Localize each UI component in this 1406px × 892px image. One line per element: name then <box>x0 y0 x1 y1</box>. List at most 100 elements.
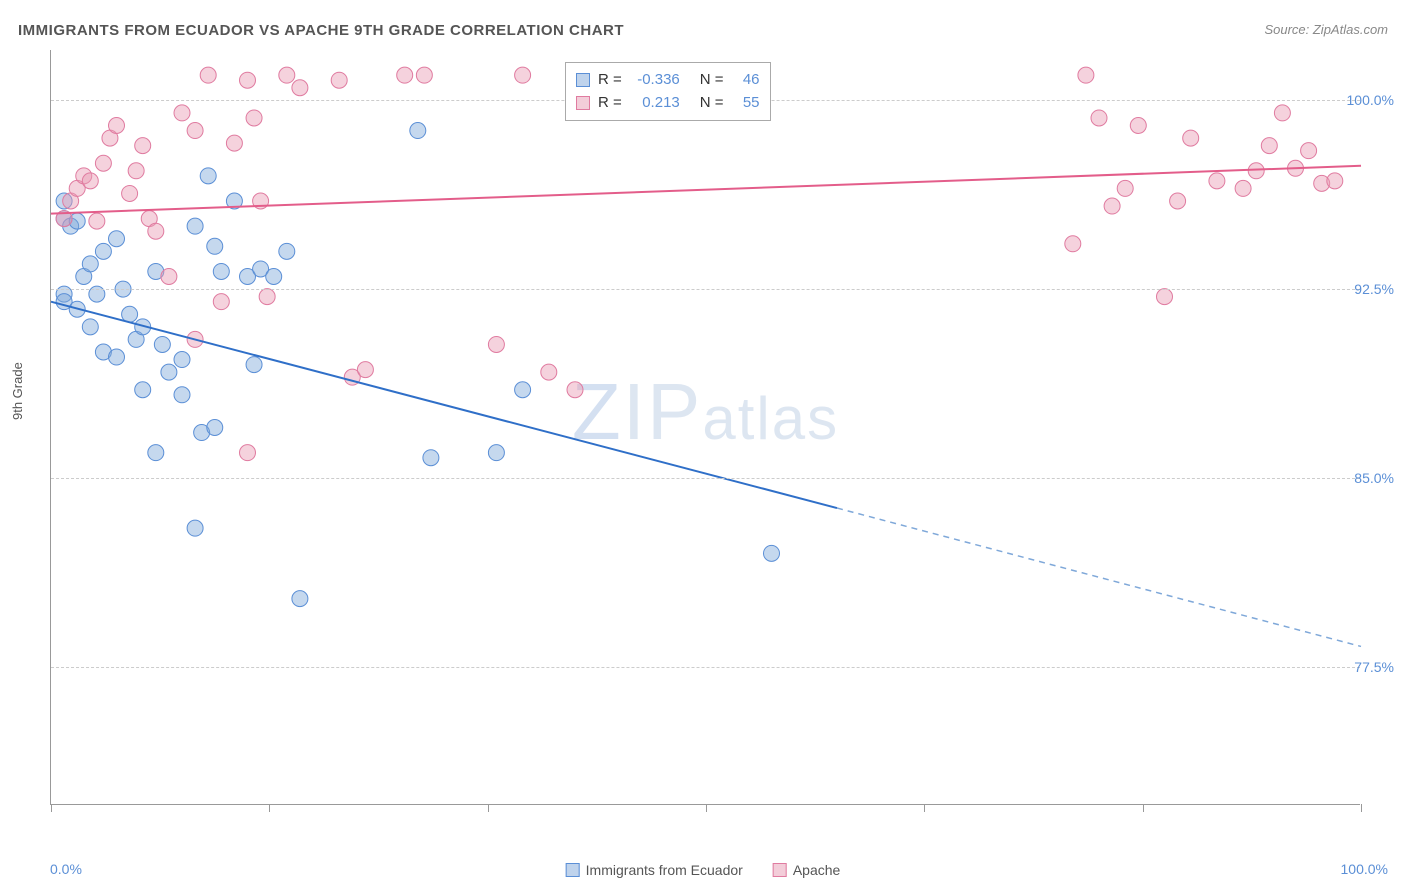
data-point <box>187 218 203 234</box>
data-point <box>82 173 98 189</box>
data-point <box>82 256 98 272</box>
x-tick-right: 100.0% <box>1341 861 1388 877</box>
data-point <box>135 138 151 154</box>
n-value: 46 <box>732 69 760 92</box>
data-point <box>135 382 151 398</box>
data-point <box>397 67 413 83</box>
data-point <box>1235 180 1251 196</box>
x-tick-left: 0.0% <box>50 861 82 877</box>
r-label: R = <box>598 69 622 92</box>
data-point <box>1170 193 1186 209</box>
data-point <box>246 110 262 126</box>
data-point <box>1117 180 1133 196</box>
data-point <box>226 135 242 151</box>
legend-swatch <box>566 863 580 877</box>
data-point <box>128 163 144 179</box>
data-point <box>410 123 426 139</box>
legend-label: Apache <box>793 862 840 878</box>
data-point <box>1301 143 1317 159</box>
data-point <box>279 243 295 259</box>
chart-title: IMMIGRANTS FROM ECUADOR VS APACHE 9TH GR… <box>18 22 624 39</box>
data-point <box>331 72 347 88</box>
x-tick-mark <box>488 804 489 812</box>
plot-area: ZIPatlas <box>50 50 1360 805</box>
data-point <box>423 450 439 466</box>
data-point <box>1091 110 1107 126</box>
data-point <box>161 364 177 380</box>
x-tick-mark <box>51 804 52 812</box>
x-tick-mark <box>706 804 707 812</box>
n-value: 55 <box>732 92 760 115</box>
data-point <box>764 545 780 561</box>
data-point <box>1261 138 1277 154</box>
data-point <box>515 382 531 398</box>
x-tick-mark <box>924 804 925 812</box>
n-label: N = <box>700 92 724 115</box>
data-point <box>109 118 125 134</box>
stat-swatch <box>576 73 590 87</box>
legend-bottom: Immigrants from Ecuador Apache <box>566 862 841 878</box>
n-label: N = <box>700 69 724 92</box>
data-point <box>1078 67 1094 83</box>
legend-item: Apache <box>773 862 840 878</box>
data-point <box>95 243 111 259</box>
data-point <box>213 263 229 279</box>
data-point <box>187 123 203 139</box>
data-point <box>174 352 190 368</box>
y-tick-label: 85.0% <box>1354 470 1394 486</box>
data-point <box>122 185 138 201</box>
r-label: R = <box>598 92 622 115</box>
y-tick-label: 92.5% <box>1354 281 1394 297</box>
data-point <box>240 72 256 88</box>
legend-label: Immigrants from Ecuador <box>586 862 743 878</box>
data-point <box>174 387 190 403</box>
data-point <box>89 213 105 229</box>
correlation-stat-box: R = -0.336 N = 46 R = 0.213 N = 55 <box>565 62 771 121</box>
data-point <box>213 294 229 310</box>
data-point <box>109 231 125 247</box>
data-point <box>292 80 308 96</box>
data-point <box>292 591 308 607</box>
data-point <box>200 67 216 83</box>
data-point <box>266 269 282 285</box>
data-point <box>357 362 373 378</box>
data-point <box>416 67 432 83</box>
data-point <box>1065 236 1081 252</box>
data-point <box>161 269 177 285</box>
x-tick-mark <box>269 804 270 812</box>
data-point <box>541 364 557 380</box>
data-point <box>187 520 203 536</box>
stat-row: R = -0.336 N = 46 <box>576 69 760 92</box>
data-point <box>1209 173 1225 189</box>
data-point <box>200 168 216 184</box>
source-label: Source: ZipAtlas.com <box>1264 22 1388 37</box>
data-point <box>246 357 262 373</box>
data-point <box>259 289 275 305</box>
trendline-extrapolated <box>837 508 1361 646</box>
data-point <box>109 349 125 365</box>
data-point <box>1104 198 1120 214</box>
data-point <box>279 67 295 83</box>
data-point <box>95 155 111 171</box>
data-point <box>148 445 164 461</box>
y-tick-label: 100.0% <box>1347 92 1394 108</box>
data-point <box>1248 163 1264 179</box>
x-tick-mark <box>1361 804 1362 812</box>
x-tick-mark <box>1143 804 1144 812</box>
data-point <box>1327 173 1343 189</box>
data-point <box>1130 118 1146 134</box>
legend-item: Immigrants from Ecuador <box>566 862 743 878</box>
r-value: -0.336 <box>630 69 680 92</box>
data-point <box>488 336 504 352</box>
data-point <box>1274 105 1290 121</box>
r-value: 0.213 <box>630 92 680 115</box>
data-point <box>567 382 583 398</box>
stat-swatch <box>576 96 590 110</box>
legend-swatch <box>773 863 787 877</box>
data-point <box>515 67 531 83</box>
data-point <box>1183 130 1199 146</box>
data-point <box>154 336 170 352</box>
y-tick-label: 77.5% <box>1354 659 1394 675</box>
data-point <box>207 420 223 436</box>
data-point <box>207 238 223 254</box>
